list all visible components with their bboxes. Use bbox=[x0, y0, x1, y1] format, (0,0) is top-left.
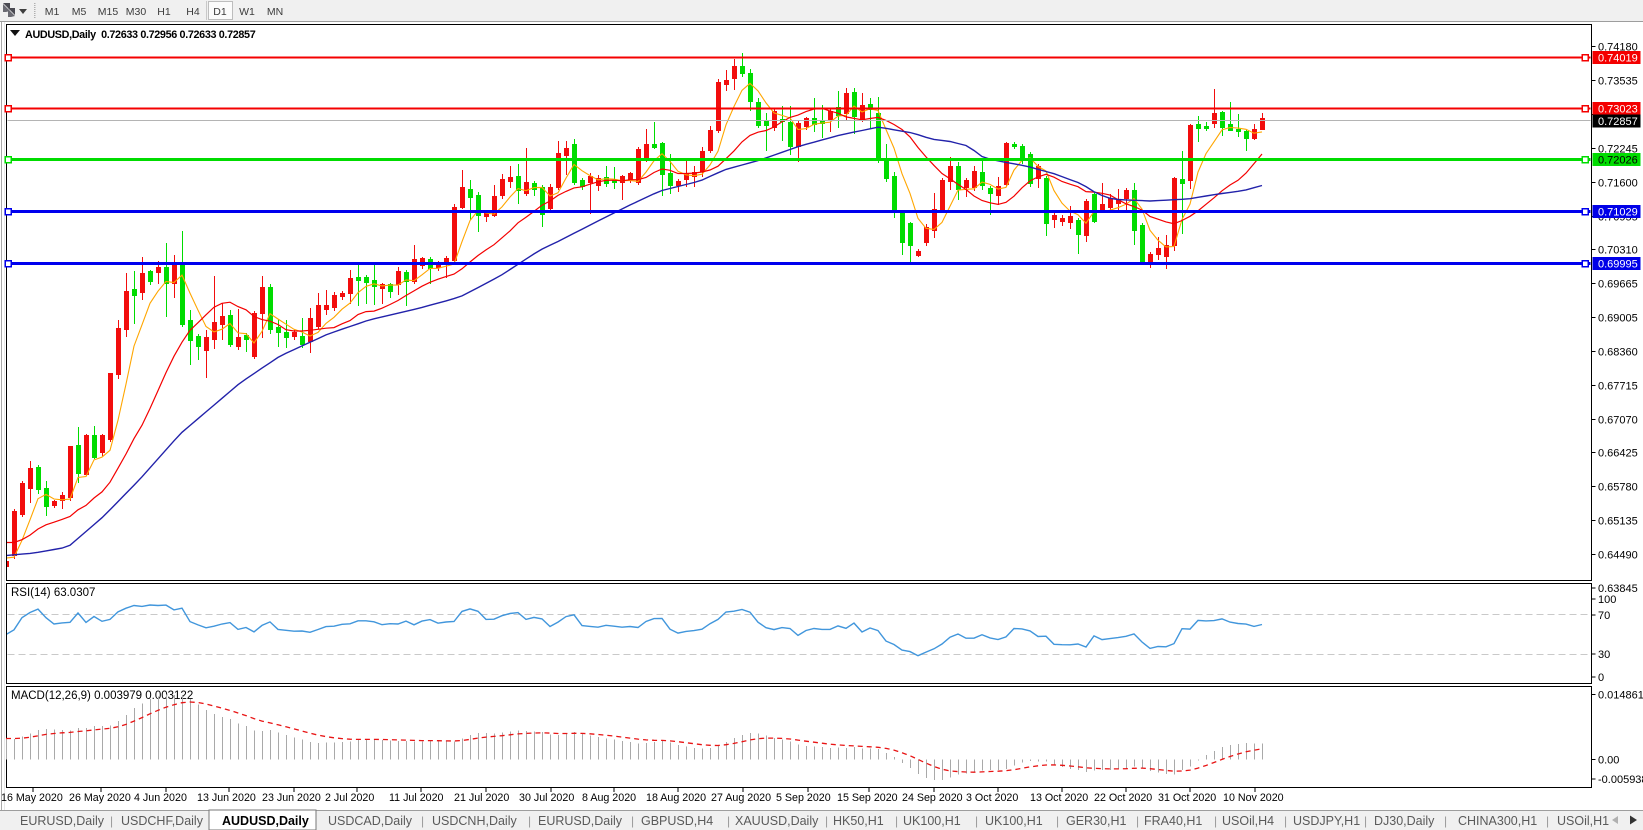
svg-text:-0.005938: -0.005938 bbox=[1598, 774, 1643, 786]
svg-text:0.72245: 0.72245 bbox=[1598, 144, 1638, 156]
svg-text:0.74019: 0.74019 bbox=[1598, 53, 1638, 65]
svg-text:EURUSD,Daily: EURUSD,Daily bbox=[538, 814, 623, 828]
svg-text:70: 70 bbox=[1598, 610, 1610, 622]
svg-text:|: | bbox=[975, 814, 978, 828]
svg-text:DJ30,Daily: DJ30,Daily bbox=[1374, 814, 1435, 828]
svg-text:26 May 2020: 26 May 2020 bbox=[69, 792, 131, 804]
svg-text:XAUUSD,Daily: XAUUSD,Daily bbox=[735, 814, 819, 828]
svg-text:GBPUSD,H4: GBPUSD,H4 bbox=[641, 814, 713, 828]
svg-text:GER30,H1: GER30,H1 bbox=[1066, 814, 1126, 828]
svg-text:|: | bbox=[421, 814, 424, 828]
svg-text:0.73023: 0.73023 bbox=[1598, 104, 1638, 116]
svg-text:15 Sep 2020: 15 Sep 2020 bbox=[837, 792, 898, 804]
svg-text:|: | bbox=[631, 814, 634, 828]
svg-text:0.71029: 0.71029 bbox=[1598, 207, 1638, 219]
svg-text:0.72857: 0.72857 bbox=[1598, 116, 1638, 128]
svg-text:|: | bbox=[1364, 814, 1367, 828]
svg-text:USDJPY,H1: USDJPY,H1 bbox=[1293, 814, 1360, 828]
svg-text:|: | bbox=[1214, 814, 1217, 828]
svg-text:0.71600: 0.71600 bbox=[1598, 178, 1638, 190]
svg-text:0.70310: 0.70310 bbox=[1598, 245, 1638, 257]
svg-text:2 Jul 2020: 2 Jul 2020 bbox=[325, 792, 374, 804]
svg-text:|: | bbox=[895, 814, 898, 828]
svg-text:H1: H1 bbox=[157, 6, 171, 18]
svg-text:0.69665: 0.69665 bbox=[1598, 279, 1638, 291]
svg-text:8 Aug 2020: 8 Aug 2020 bbox=[582, 792, 636, 804]
svg-text:USDCNH,Daily: USDCNH,Daily bbox=[432, 814, 517, 828]
svg-text:23 Jun 2020: 23 Jun 2020 bbox=[262, 792, 321, 804]
svg-text:0.63845: 0.63845 bbox=[1598, 583, 1638, 595]
svg-text:M30: M30 bbox=[126, 6, 147, 18]
svg-text:|: | bbox=[1056, 814, 1059, 828]
svg-text:CHINA300,H1: CHINA300,H1 bbox=[1458, 814, 1537, 828]
svg-text:13 Oct 2020: 13 Oct 2020 bbox=[1030, 792, 1088, 804]
svg-text:USDCHF,Daily: USDCHF,Daily bbox=[121, 814, 204, 828]
svg-text:0.65780: 0.65780 bbox=[1598, 482, 1638, 494]
svg-text:0.72026: 0.72026 bbox=[1598, 155, 1638, 167]
svg-text:USDCAD,Daily: USDCAD,Daily bbox=[328, 814, 413, 828]
svg-text:21 Jul 2020: 21 Jul 2020 bbox=[454, 792, 509, 804]
svg-text:3 Oct 2020: 3 Oct 2020 bbox=[966, 792, 1018, 804]
svg-text:0: 0 bbox=[1598, 672, 1604, 684]
svg-text:0.69995: 0.69995 bbox=[1598, 259, 1638, 271]
svg-text:22 Oct 2020: 22 Oct 2020 bbox=[1094, 792, 1152, 804]
svg-text:31 Oct 2020: 31 Oct 2020 bbox=[1158, 792, 1216, 804]
svg-text:0.68360: 0.68360 bbox=[1598, 347, 1638, 359]
svg-text:0.00: 0.00 bbox=[1598, 755, 1619, 767]
svg-text:AUDUSD,Daily 0.72633 0.72956: AUDUSD,Daily 0.72633 0.72956 0.72633 0.7… bbox=[25, 29, 256, 41]
svg-text:EURUSD,Daily: EURUSD,Daily bbox=[20, 814, 105, 828]
svg-text:16 May 2020: 16 May 2020 bbox=[1, 792, 63, 804]
svg-text:10 Nov 2020: 10 Nov 2020 bbox=[1223, 792, 1284, 804]
svg-text:M5: M5 bbox=[72, 6, 87, 18]
svg-text:0.67715: 0.67715 bbox=[1598, 381, 1638, 393]
svg-text:|: | bbox=[727, 814, 730, 828]
svg-text:0.69005: 0.69005 bbox=[1598, 313, 1638, 325]
svg-text:|: | bbox=[1136, 814, 1139, 828]
svg-text:|: | bbox=[825, 814, 828, 828]
svg-text:USOil,H4: USOil,H4 bbox=[1222, 814, 1274, 828]
svg-text:M15: M15 bbox=[98, 6, 119, 18]
svg-text:W1: W1 bbox=[239, 6, 255, 18]
svg-text:0.014861: 0.014861 bbox=[1598, 690, 1643, 702]
svg-text:30 Jul 2020: 30 Jul 2020 bbox=[519, 792, 574, 804]
svg-text:0.74180: 0.74180 bbox=[1598, 42, 1638, 54]
svg-text:|: | bbox=[1444, 814, 1447, 828]
svg-text:|: | bbox=[528, 814, 531, 828]
svg-text:USOil,H1: USOil,H1 bbox=[1557, 814, 1609, 828]
svg-text:0.67070: 0.67070 bbox=[1598, 415, 1638, 427]
svg-text:UK100,H1: UK100,H1 bbox=[903, 814, 961, 828]
svg-text:|: | bbox=[1546, 814, 1549, 828]
svg-text:100: 100 bbox=[1598, 594, 1616, 606]
svg-text:0.73535: 0.73535 bbox=[1598, 76, 1638, 88]
svg-text:27 Aug 2020: 27 Aug 2020 bbox=[711, 792, 771, 804]
svg-text:|: | bbox=[110, 814, 113, 828]
svg-text:AUDUSD,Daily: AUDUSD,Daily bbox=[222, 814, 309, 828]
svg-text:30: 30 bbox=[1598, 649, 1610, 661]
svg-text:18 Aug 2020: 18 Aug 2020 bbox=[646, 792, 706, 804]
svg-text:24 Sep 2020: 24 Sep 2020 bbox=[902, 792, 963, 804]
svg-text:4 Jun 2020: 4 Jun 2020 bbox=[134, 792, 187, 804]
svg-text:0.64490: 0.64490 bbox=[1598, 550, 1638, 562]
svg-text:MACD(12,26,9) 0.003979 0.00312: MACD(12,26,9) 0.003979 0.003122 bbox=[11, 690, 193, 702]
svg-text:0.66425: 0.66425 bbox=[1598, 448, 1638, 460]
svg-text:RSI(14) 63.0307: RSI(14) 63.0307 bbox=[11, 587, 95, 599]
svg-text:HK50,H1: HK50,H1 bbox=[833, 814, 884, 828]
svg-text:11 Jul 2020: 11 Jul 2020 bbox=[389, 792, 444, 804]
svg-text:FRA40,H1: FRA40,H1 bbox=[1144, 814, 1202, 828]
svg-text:UK100,H1: UK100,H1 bbox=[985, 814, 1043, 828]
svg-text:H4: H4 bbox=[186, 6, 200, 18]
svg-text:|: | bbox=[1284, 814, 1287, 828]
svg-text:M1: M1 bbox=[45, 6, 60, 18]
svg-text:5 Sep 2020: 5 Sep 2020 bbox=[776, 792, 831, 804]
svg-text:13 Jun 2020: 13 Jun 2020 bbox=[197, 792, 256, 804]
svg-text:MN: MN bbox=[267, 6, 283, 18]
svg-text:0.65135: 0.65135 bbox=[1598, 516, 1638, 528]
svg-text:D1: D1 bbox=[213, 6, 227, 18]
